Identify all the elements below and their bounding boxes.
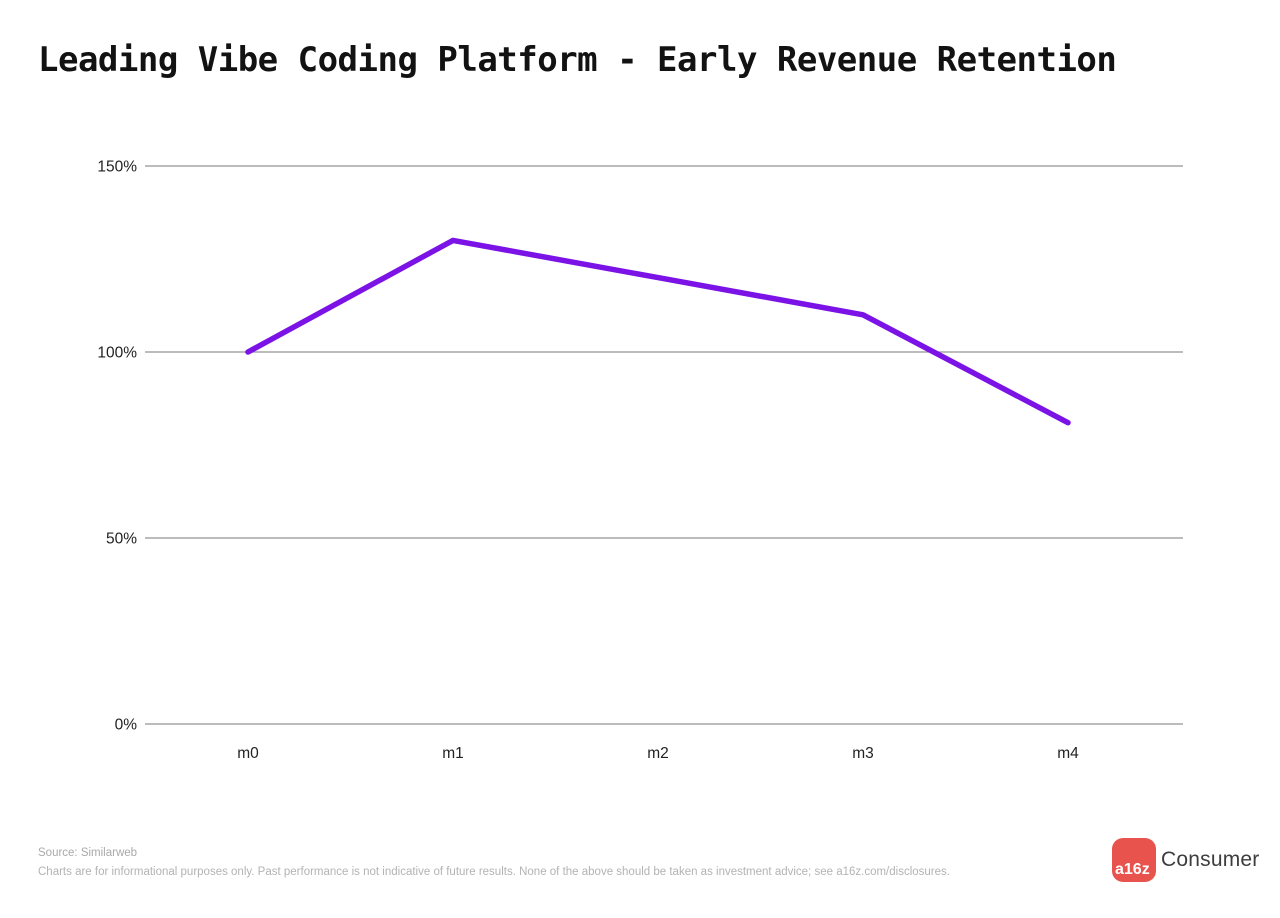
retention-line [245,237,1071,426]
source-note: Source: Similarweb [38,847,138,859]
x-tick-label: m3 [852,745,874,762]
x-tick-label: m4 [1057,745,1079,762]
y-tick-label: 50% [106,531,137,548]
y-tick-label: 0% [115,717,138,734]
x-tick-label: m1 [442,745,464,762]
chart-canvas: 0% 50% 100% 150% m0 m1 m2 m3 m4 [97,159,1183,762]
revenue-retention-chart: 0% 50% 100% 150% m0 m1 m2 m3 m4 [0,130,1280,790]
y-tick-label: 100% [97,345,137,362]
chart-title: Leading Vibe Coding Platform - Early Rev… [38,40,1117,80]
consumer-wordmark: Consumer [1161,848,1260,871]
x-tick-label: m0 [237,745,259,762]
a16z-logo-mark: a16z [1112,838,1156,882]
y-tick-label: 150% [97,159,137,176]
a16z-consumer-logo: a16z Consumer [1112,838,1259,882]
a16z-logo-text: a16z [1115,861,1150,878]
disclaimer-note: Charts are for informational purposes on… [38,866,950,878]
x-tick-label: m2 [647,745,669,762]
